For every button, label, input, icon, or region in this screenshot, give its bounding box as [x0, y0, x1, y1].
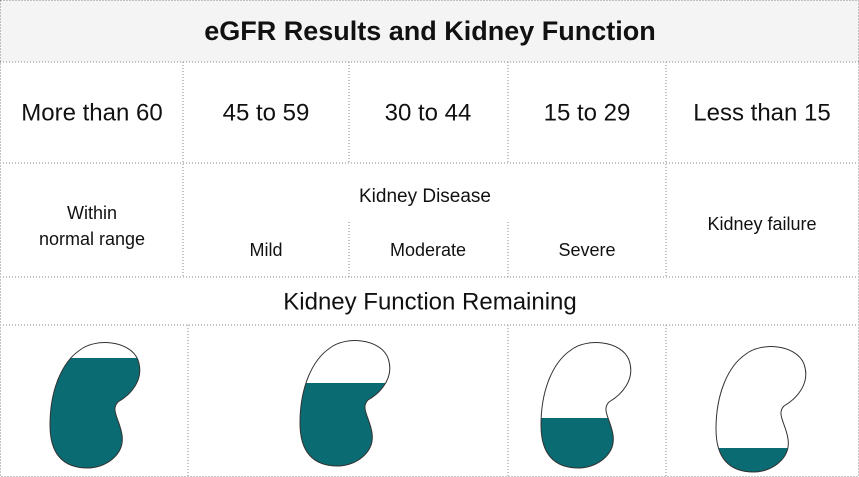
egfr-table: eGFR Results and Kidney Function More th… [0, 0, 859, 477]
range: 30 to 44 [385, 99, 472, 126]
section-title: Kidney Function Remaining [283, 288, 577, 315]
stage: Mild [249, 240, 282, 260]
title: eGFR Results and Kidney Function [204, 16, 656, 46]
range: More than 60 [21, 99, 162, 126]
kidney-icon [50, 343, 150, 477]
stage: Kidney failure [707, 214, 816, 234]
stage: normal range [39, 229, 145, 249]
range: 15 to 29 [544, 99, 631, 126]
stage-group: Kidney Disease [359, 186, 491, 207]
kidney-icon [300, 341, 400, 477]
range: 45 to 59 [223, 99, 310, 126]
stage: Within [67, 203, 117, 223]
range: Less than 15 [693, 99, 830, 126]
kidney-icon [541, 343, 641, 477]
kidney-icon [716, 347, 816, 477]
stage: Severe [558, 240, 615, 260]
stage: Moderate [390, 240, 466, 260]
